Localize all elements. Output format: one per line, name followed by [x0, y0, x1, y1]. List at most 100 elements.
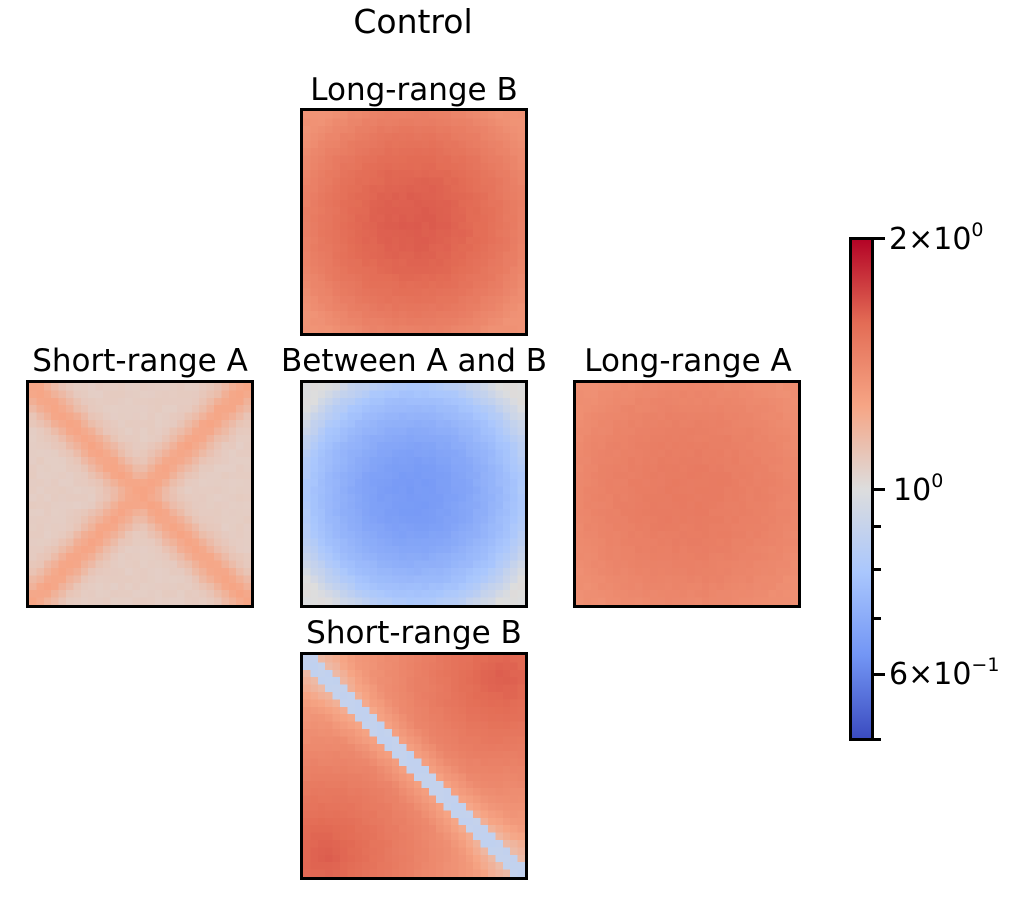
heatmap-cell	[147, 383, 155, 391]
heatmap-cell	[162, 553, 170, 561]
heatmap-cell	[473, 655, 481, 663]
heatmap-cell	[761, 420, 769, 428]
heatmap-cell	[465, 494, 474, 502]
heatmap-cell	[783, 390, 791, 398]
heatmap-cell	[317, 177, 326, 186]
heatmap-cell	[43, 464, 52, 472]
heatmap-cell	[694, 464, 702, 472]
heatmap-cell	[495, 420, 503, 428]
heatmap-cell	[473, 810, 481, 818]
heatmap-cell	[228, 420, 237, 428]
heatmap-cell	[243, 383, 251, 391]
heatmap-cell	[664, 486, 673, 495]
heatmap-cell	[694, 494, 702, 502]
heatmap-cell	[421, 325, 429, 333]
heatmap-cell	[399, 706, 407, 715]
heatmap-cell	[406, 531, 415, 539]
heatmap-cell	[495, 758, 503, 767]
heatmap-cell	[169, 457, 178, 465]
heatmap-cell	[29, 434, 37, 443]
heatmap-cell	[369, 817, 378, 826]
heatmap-cell	[495, 669, 503, 678]
heatmap-cell	[347, 538, 355, 546]
heatmap-cell	[488, 788, 496, 796]
heatmap-cell	[132, 405, 141, 413]
heatmap-cell	[458, 273, 466, 282]
heatmap-cell	[650, 449, 658, 458]
heatmap-cell	[465, 729, 474, 737]
heatmap-cell	[598, 590, 606, 598]
heatmap-cell	[177, 523, 185, 532]
heatmap-cell	[465, 288, 474, 297]
heatmap-cell	[451, 810, 459, 818]
heatmap-cell	[458, 140, 466, 149]
heatmap-cell	[332, 758, 341, 767]
heatmap-cell	[406, 266, 415, 274]
heatmap-cell	[303, 185, 311, 193]
heatmap-cell	[473, 214, 481, 223]
heatmap-cell	[480, 185, 489, 193]
heatmap-cell	[66, 568, 74, 576]
heatmap-cell	[243, 434, 251, 443]
heatmap-cell	[502, 442, 511, 450]
heatmap-cell	[436, 869, 444, 877]
heatmap-cell	[635, 531, 643, 539]
heatmap-cell	[354, 325, 363, 333]
heatmap-cell	[362, 281, 370, 289]
heatmap-cell	[488, 817, 496, 826]
heatmap-cell	[317, 207, 326, 215]
heatmap-cell	[421, 155, 429, 163]
heatmap-cell	[95, 464, 104, 472]
heatmap-cell	[436, 118, 444, 126]
heatmap-cell	[88, 553, 96, 561]
heatmap-cell	[369, 222, 378, 230]
heatmap-cell	[340, 721, 348, 730]
heatmap-cell	[414, 825, 422, 833]
heatmap-cell	[421, 751, 429, 759]
heatmap-cell	[347, 281, 355, 289]
heatmap-cell	[451, 486, 459, 495]
heatmap-cell	[325, 729, 333, 737]
heatmap-cell	[399, 310, 407, 319]
heatmap-cell	[362, 251, 370, 260]
heatmap-cell	[436, 840, 444, 848]
heatmap-cell	[399, 721, 407, 730]
heatmap-cell	[243, 486, 251, 495]
heatmap-cell	[362, 662, 370, 670]
heatmap-cell	[162, 516, 170, 524]
heatmap-cell	[576, 442, 584, 450]
heatmap-cell	[738, 442, 747, 450]
heatmap-cell	[369, 185, 378, 193]
heatmap-cell	[488, 229, 496, 237]
heatmap-cell	[191, 479, 200, 487]
heatmap-cell	[191, 545, 200, 554]
heatmap-short-range-b-cells	[303, 655, 525, 877]
heatmap-cell	[303, 118, 311, 126]
heatmap-cell	[66, 383, 74, 391]
heatmap-cell	[510, 869, 518, 877]
heatmap-cell	[162, 531, 170, 539]
heatmap-cell	[768, 479, 776, 487]
heatmap-cell	[391, 795, 400, 804]
heatmap-cell	[310, 192, 318, 200]
heatmap-cell	[495, 840, 503, 848]
heatmap-cell	[679, 501, 688, 509]
heatmap-cell	[66, 508, 74, 517]
heatmap-cell	[576, 405, 584, 413]
heatmap-cell	[694, 449, 702, 458]
heatmap-cell	[488, 222, 496, 230]
heatmap-cell	[436, 553, 444, 561]
heatmap-cell	[576, 582, 584, 591]
heatmap-cell	[103, 471, 111, 480]
heatmap-cell	[753, 516, 762, 524]
heatmap-cell	[362, 795, 370, 804]
heatmap-cell	[332, 303, 341, 311]
heatmap-cell	[753, 545, 762, 554]
heatmap-cell	[236, 582, 244, 591]
heatmap-cell	[117, 508, 126, 517]
heatmap-cell	[214, 420, 222, 428]
heatmap-cell	[340, 758, 348, 767]
heatmap-cell	[147, 523, 155, 532]
heatmap-cell	[191, 405, 200, 413]
heatmap-cell	[443, 310, 452, 319]
